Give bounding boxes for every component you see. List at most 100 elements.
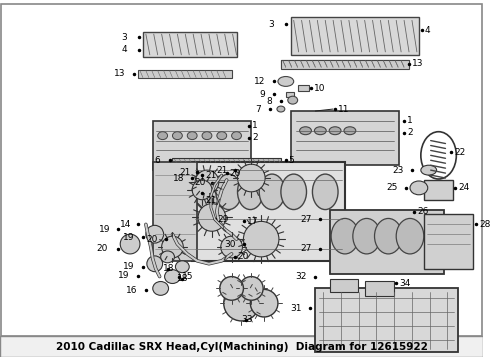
- Text: 28: 28: [479, 220, 490, 229]
- Ellipse shape: [238, 164, 265, 192]
- Bar: [143, 32, 237, 57]
- Ellipse shape: [198, 204, 226, 231]
- Ellipse shape: [216, 174, 242, 210]
- Ellipse shape: [244, 221, 279, 257]
- Text: 20: 20: [146, 235, 157, 244]
- Bar: [153, 121, 251, 170]
- Text: 9: 9: [259, 90, 265, 99]
- Text: 18: 18: [172, 174, 184, 183]
- Ellipse shape: [220, 276, 244, 300]
- Text: 4: 4: [121, 45, 127, 54]
- Ellipse shape: [410, 181, 428, 195]
- Text: 15: 15: [182, 272, 194, 281]
- Text: 32: 32: [295, 272, 307, 281]
- Bar: [330, 279, 358, 292]
- Text: 2: 2: [252, 133, 258, 142]
- Ellipse shape: [313, 174, 338, 210]
- Bar: [316, 288, 458, 352]
- Ellipse shape: [288, 96, 297, 104]
- Ellipse shape: [329, 127, 341, 135]
- Ellipse shape: [153, 282, 169, 295]
- Text: 27: 27: [300, 215, 312, 224]
- Text: 6: 6: [155, 156, 161, 165]
- Text: 11: 11: [338, 104, 349, 113]
- Bar: [281, 60, 409, 69]
- Text: 16: 16: [126, 286, 138, 295]
- Ellipse shape: [232, 132, 242, 140]
- Ellipse shape: [250, 289, 278, 317]
- Bar: [138, 69, 232, 78]
- Ellipse shape: [224, 285, 259, 321]
- Ellipse shape: [175, 261, 189, 273]
- Bar: [192, 162, 345, 261]
- Bar: [424, 215, 473, 269]
- Ellipse shape: [238, 174, 263, 210]
- Text: 17: 17: [247, 217, 259, 226]
- Ellipse shape: [172, 132, 182, 140]
- Text: 26: 26: [417, 207, 428, 216]
- Ellipse shape: [221, 236, 243, 258]
- Ellipse shape: [161, 251, 174, 263]
- Ellipse shape: [315, 127, 326, 135]
- Text: 1: 1: [252, 121, 258, 130]
- Ellipse shape: [259, 174, 285, 210]
- Ellipse shape: [281, 174, 307, 210]
- Ellipse shape: [353, 219, 380, 254]
- Bar: [291, 17, 419, 55]
- Text: 34: 34: [399, 279, 411, 288]
- Text: 21: 21: [205, 196, 217, 205]
- Text: 27: 27: [300, 244, 312, 253]
- Text: 33: 33: [242, 315, 253, 324]
- Text: 1: 1: [407, 116, 413, 125]
- Text: 21: 21: [179, 168, 191, 177]
- Text: 30: 30: [225, 239, 236, 248]
- Ellipse shape: [147, 256, 163, 272]
- Text: 13: 13: [412, 59, 423, 68]
- Text: 20: 20: [194, 179, 205, 188]
- Text: 24: 24: [458, 183, 469, 192]
- Ellipse shape: [421, 165, 437, 175]
- Text: 19: 19: [123, 233, 135, 242]
- Text: 12: 12: [254, 77, 266, 86]
- Text: 31: 31: [291, 303, 302, 312]
- Ellipse shape: [158, 132, 168, 140]
- Ellipse shape: [344, 127, 356, 135]
- Bar: [172, 158, 281, 163]
- Bar: [281, 60, 409, 68]
- Text: 2: 2: [407, 128, 413, 137]
- Text: 21: 21: [205, 171, 217, 180]
- Bar: [365, 280, 394, 296]
- Text: 23: 23: [392, 166, 404, 175]
- Ellipse shape: [192, 180, 212, 200]
- Bar: [297, 85, 310, 91]
- Ellipse shape: [278, 77, 294, 86]
- Text: 4: 4: [425, 26, 430, 35]
- Text: 22: 22: [454, 148, 466, 157]
- Text: 20: 20: [238, 252, 249, 261]
- Text: 29: 29: [218, 215, 229, 224]
- Text: 14: 14: [120, 220, 132, 229]
- Text: 25: 25: [386, 183, 398, 192]
- Text: 20: 20: [230, 168, 241, 177]
- Text: 10: 10: [315, 84, 326, 93]
- Text: 20: 20: [97, 244, 108, 253]
- Text: 13: 13: [114, 69, 126, 78]
- Ellipse shape: [331, 219, 359, 254]
- Text: 8: 8: [266, 96, 272, 105]
- Text: 3: 3: [121, 33, 127, 42]
- Bar: [424, 180, 453, 200]
- Ellipse shape: [187, 132, 197, 140]
- Ellipse shape: [162, 236, 183, 258]
- Ellipse shape: [277, 106, 285, 112]
- Text: 19: 19: [98, 225, 110, 234]
- Bar: [291, 111, 399, 165]
- Text: 19: 19: [118, 271, 130, 280]
- Ellipse shape: [146, 225, 164, 243]
- Ellipse shape: [194, 174, 220, 210]
- Bar: [330, 210, 443, 274]
- Ellipse shape: [202, 132, 212, 140]
- Text: 7: 7: [255, 104, 261, 113]
- Ellipse shape: [165, 270, 180, 283]
- Ellipse shape: [217, 132, 227, 140]
- Text: 2010 Cadillac SRX Head,Cyl(Machining)  Diagram for 12615922: 2010 Cadillac SRX Head,Cyl(Machining) Di…: [55, 342, 427, 352]
